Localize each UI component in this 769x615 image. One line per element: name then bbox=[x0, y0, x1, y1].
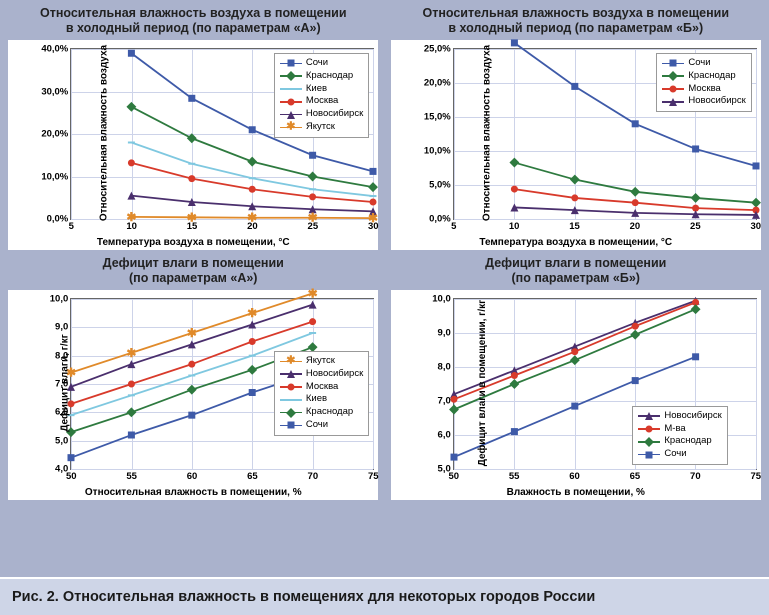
chart-canvas: 0,0%10,0%20,0%30,0%40,0%51015202530✱✱✱✱✱… bbox=[8, 40, 378, 250]
chart-title: Дефицит влаги в помещении (по параметрам… bbox=[103, 256, 284, 286]
svg-text:✱: ✱ bbox=[368, 211, 378, 225]
chart-grid: Относительная влажность воздуха в помеще… bbox=[0, 0, 769, 500]
svg-text:✱: ✱ bbox=[247, 306, 257, 320]
chart-canvas: 5,06,07,08,09,010,0505560657075Новосибир… bbox=[391, 290, 761, 500]
svg-text:✱: ✱ bbox=[127, 346, 137, 360]
chart-title: Дефицит влаги в помещении (по параметрам… bbox=[485, 256, 666, 286]
panel-top-left: Относительная влажность воздуха в помеще… bbox=[6, 4, 381, 250]
chart-title: Относительная влажность воздуха в помеще… bbox=[422, 6, 729, 36]
svg-text:✱: ✱ bbox=[308, 211, 318, 225]
chart-canvas: 4,05,06,07,08,09,010,0505560657075✱✱✱✱✱✱… bbox=[8, 290, 378, 500]
svg-text:✱: ✱ bbox=[187, 210, 197, 224]
panel-bottom-right: Дефицит влаги в помещении (по параметрам… bbox=[389, 254, 764, 500]
figure-caption: Рис. 2. Относительная влажность в помеще… bbox=[0, 577, 769, 615]
svg-text:✱: ✱ bbox=[127, 210, 137, 224]
caption-text: Рис. 2. Относительная влажность в помеще… bbox=[12, 589, 595, 605]
panel-top-right: Относительная влажность воздуха в помеще… bbox=[389, 4, 764, 250]
panel-bottom-left: Дефицит влаги в помещении (по параметрам… bbox=[6, 254, 381, 500]
svg-text:✱: ✱ bbox=[187, 326, 197, 340]
svg-text:✱: ✱ bbox=[308, 286, 318, 300]
chart-title: Относительная влажность воздуха в помеще… bbox=[40, 6, 347, 36]
chart-canvas: 0,0%5,0%10,0%15,0%20,0%25,0%51015202530С… bbox=[391, 40, 761, 250]
svg-text:✱: ✱ bbox=[247, 211, 257, 225]
